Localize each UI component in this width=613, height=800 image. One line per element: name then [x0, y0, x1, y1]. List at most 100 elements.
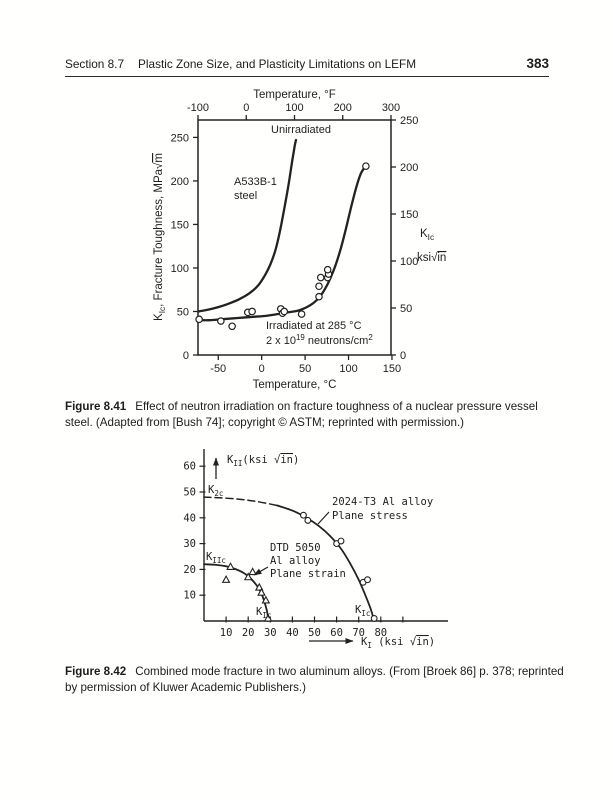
- left-axis-title: KIc, Fracture Toughness, MPa√m: [152, 153, 167, 321]
- left-tick-label: 0: [183, 350, 189, 362]
- bottom-tick-label: 50: [299, 363, 311, 375]
- top-tick-label: 0: [243, 102, 249, 114]
- y-tick-label: 40: [183, 512, 196, 524]
- data-point-circle: [217, 317, 225, 325]
- top-axis-fahrenheit: Temperature, °F -100 0 100 200 300: [187, 89, 400, 120]
- page-number: 383: [526, 56, 549, 71]
- right-axis-ksi: 0 50 100 150 200 250 KIc ksi√in: [391, 115, 446, 362]
- top-tick-label: 100: [285, 102, 303, 114]
- data-point-circle: [304, 516, 312, 524]
- y-tick-label: 50: [183, 487, 196, 499]
- bottom-tick-label: 0: [259, 363, 265, 375]
- bottom-tick-label: 150: [383, 363, 401, 375]
- top-tick-label: 300: [382, 102, 400, 114]
- figure-8-42-chart: 10 20 30 40 50 60 70 80 10 20 30 40 50 60 KII(ksi √in)…: [183, 449, 448, 650]
- figure-8-42-caption-text: Combined mode fracture in two aluminum a…: [65, 665, 564, 695]
- label-2024-alloy: 2024-T3 Al alloy: [332, 496, 433, 508]
- label-dtd-alloy: DTD 5050: [270, 542, 321, 554]
- left-tick-label: 100: [171, 263, 189, 275]
- data-point-circle: [364, 576, 371, 584]
- label-2024-alloy: Plane stress: [332, 510, 408, 522]
- right-tick-label: 0: [400, 350, 406, 362]
- bottom-tick-label: -50: [210, 363, 226, 375]
- data-point-circle: [248, 307, 256, 316]
- label-irradiated: Irradiated at 285 °C: [266, 320, 362, 332]
- data-point-triangle: [263, 613, 273, 622]
- data-point-circle: [337, 537, 345, 545]
- x-axis-title: KI (ksi √in): [361, 636, 435, 650]
- label-a533b-steel: steel: [234, 190, 257, 202]
- 2024-data-points: [300, 511, 378, 622]
- x-tick-label: 70: [352, 627, 365, 639]
- data-point-triangle: [248, 567, 257, 576]
- data-point-circle: [323, 265, 332, 274]
- figure-8-41-caption-text: Effect of neutron irradiation on fractur…: [65, 400, 538, 430]
- header-title: Section 8.7 Plastic Zone Size, and Plasti…: [65, 57, 430, 71]
- left-tick-label: 250: [171, 132, 189, 144]
- irradiated-data-points: [195, 162, 370, 331]
- data-point-circle: [297, 310, 306, 318]
- label-dtd-alloy: Al alloy: [270, 555, 321, 567]
- x-tick-label: 80: [374, 627, 387, 639]
- x-tick-label: 50: [308, 627, 321, 639]
- data-point-circle: [316, 273, 325, 282]
- figure-8-42-caption: Figure 8.42 Combined mode fracture in two…: [65, 664, 565, 696]
- left-tick-label: 200: [171, 176, 189, 188]
- header-section-title: Plastic Zone Size, and Plasticity Limita…: [138, 57, 417, 71]
- bottom-axis-celsius: -50 0 50 100 150 Temperature, °C: [210, 355, 401, 391]
- bottom-axis-title: Temperature, °C: [253, 379, 337, 391]
- curve-irradiated: [197, 163, 368, 322]
- dtd-pointer-arrow: [253, 566, 269, 576]
- label-k2c: K2c: [208, 484, 223, 498]
- right-tick-label: 100: [400, 256, 418, 268]
- right-tick-label: 50: [400, 303, 412, 315]
- right-axis-title-line1: KIc: [420, 228, 434, 242]
- data-point-circle: [228, 322, 236, 331]
- figure-8-41-caption-label: Figure 8.41: [65, 400, 127, 413]
- figure-8-41-chart: Temperature, °F -100 0 100 200 300 -50 0 50 100 15…: [152, 89, 446, 391]
- data-point-circle: [280, 307, 289, 316]
- data-point-triangle: [226, 562, 235, 570]
- data-point-triangle: [243, 572, 253, 581]
- data-point-circle: [195, 315, 203, 324]
- y-tick-label: 30: [183, 538, 196, 550]
- y-axis-ticks: 10 20 30 40 50 60: [183, 461, 206, 602]
- figure-8-41-caption: Figure 8.41 Effect of neutron irradiation…: [65, 399, 565, 431]
- header-section-number: Section 8.7: [65, 57, 125, 71]
- data-point-circle: [370, 614, 378, 622]
- chart-841-root: Temperature, °F -100 0 100 200 300 -50 0 50 100 15…: [152, 89, 446, 391]
- top-tick-label: 200: [334, 102, 352, 114]
- x-axis-ticks: 10 20 30 40 50 60 70 80: [220, 616, 404, 639]
- x-tick-label: 40: [286, 627, 299, 639]
- data-point-circle: [315, 292, 323, 301]
- x-tick-label: 20: [242, 627, 255, 639]
- left-axis-mpa: 0 50 100 150 200 250 KIc, Fracture Toughness, …: [152, 132, 198, 362]
- curve-unirradiated: [197, 138, 298, 313]
- label-dtd-alloy: Plane strain: [270, 568, 346, 580]
- right-tick-label: 150: [400, 209, 418, 221]
- figure-8-42-caption-label: Figure 8.42: [65, 665, 127, 678]
- 2024-pointer-line: [317, 511, 330, 525]
- label-kic-outer: KIc: [355, 604, 370, 618]
- page-header: Section 8.7 Plastic Zone Size, and Plasti…: [65, 56, 549, 77]
- y-tick-label: 20: [183, 564, 196, 576]
- label-irradiated: 2 x 1019 neutrons/cm2: [266, 333, 373, 347]
- left-tick-label: 150: [171, 219, 189, 231]
- label-a533b-steel: A533B-1: [234, 176, 277, 188]
- bottom-tick-label: 100: [339, 363, 357, 375]
- y-tick-label: 60: [183, 461, 196, 473]
- y-tick-label: 10: [183, 590, 196, 602]
- x-tick-label: 30: [264, 627, 277, 639]
- top-axis-title: Temperature, °F: [253, 89, 336, 101]
- data-point-triangle: [261, 595, 271, 604]
- data-point-circle: [315, 282, 323, 291]
- data-point-circle: [300, 511, 307, 519]
- data-point-triangle: [221, 574, 231, 583]
- left-tick-label: 50: [177, 306, 189, 318]
- curve-2024-dashed: [203, 496, 278, 507]
- x-tick-label: 10: [220, 627, 233, 639]
- data-point-triangle: [257, 587, 266, 596]
- label-kiic: KIIc: [206, 551, 226, 565]
- label-kic-inner: KIc: [256, 606, 271, 620]
